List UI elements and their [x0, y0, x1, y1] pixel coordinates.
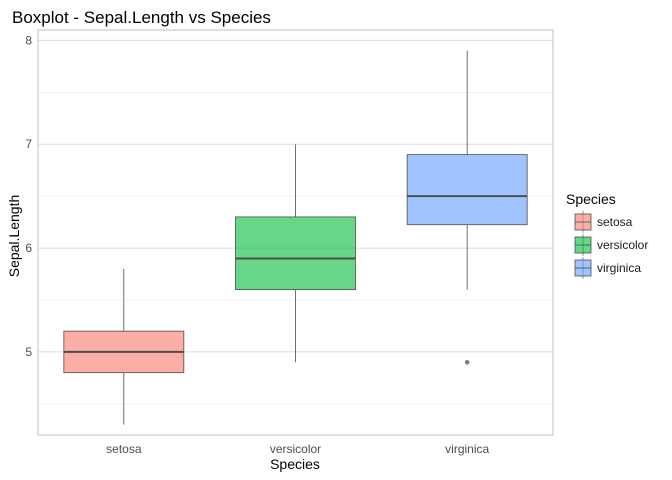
legend-item-virginica: virginica [574, 257, 641, 279]
x-tick-label: virginica [445, 442, 489, 456]
y-tick-label: 8 [25, 33, 32, 47]
chart-title: Boxplot - Sepal.Length vs Species [12, 8, 271, 27]
legend-label: versicolor [597, 238, 648, 252]
y-tick-label: 7 [25, 137, 32, 151]
x-tick-label: setosa [106, 442, 142, 456]
y-tick-label: 5 [25, 345, 32, 359]
box-setosa [63, 268, 185, 425]
x-axis-title: Species [270, 456, 320, 472]
legend-title: Species [566, 191, 616, 207]
box-virginica [406, 50, 528, 365]
legend-label: setosa [597, 215, 633, 229]
box-body [235, 216, 356, 291]
panel-border [37, 29, 554, 436]
plot-panel: 5 6 7 8 setosa versicolor virginica [25, 29, 554, 456]
y-tick-label: 6 [25, 241, 32, 255]
x-tick-label: versicolor [270, 442, 321, 456]
legend: Species setosa versicolor virginica [566, 191, 648, 279]
legend-item-versicolor: versicolor [574, 234, 648, 256]
y-axis-title: Sepal.Length [6, 195, 22, 278]
legend-item-setosa: setosa [574, 211, 633, 233]
box-body [406, 154, 528, 226]
box-versicolor [235, 144, 356, 363]
outlier-point [464, 360, 470, 365]
legend-label: virginica [597, 261, 641, 275]
